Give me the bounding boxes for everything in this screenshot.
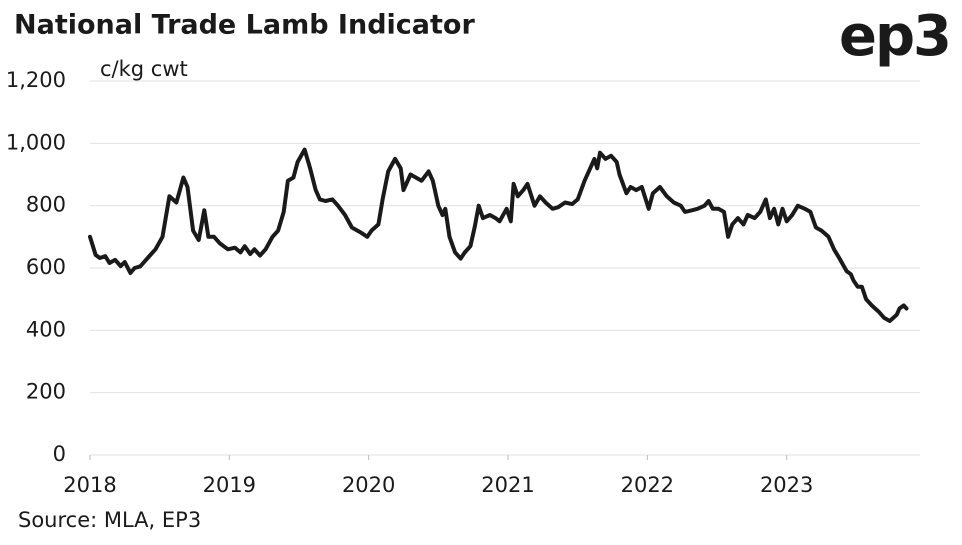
y-tick-label: 1,000 bbox=[6, 130, 66, 154]
x-tick-label: 2018 bbox=[63, 473, 116, 497]
source-note: Source: MLA, EP3 bbox=[18, 508, 201, 532]
x-tick-label: 2020 bbox=[342, 473, 395, 497]
line-series bbox=[88, 147, 909, 323]
x-tick-label: 2022 bbox=[621, 473, 674, 497]
logo: ep3 bbox=[839, 4, 950, 69]
x-tick-label: 2019 bbox=[203, 473, 256, 497]
y-tick-label: 400 bbox=[26, 317, 66, 341]
y-tick-label: 800 bbox=[26, 193, 66, 217]
x-tick-label: 2023 bbox=[760, 473, 813, 497]
y-tick-label: 600 bbox=[26, 255, 66, 279]
x-tick-label: 2021 bbox=[481, 473, 534, 497]
y-tick-label: 200 bbox=[26, 380, 66, 404]
y-tick-label: 0 bbox=[53, 442, 66, 466]
chart-title: National Trade Lamb Indicator bbox=[14, 10, 475, 41]
y-axis-label: c/kg cwt bbox=[100, 57, 188, 81]
y-tick-label: 1,200 bbox=[6, 68, 66, 92]
